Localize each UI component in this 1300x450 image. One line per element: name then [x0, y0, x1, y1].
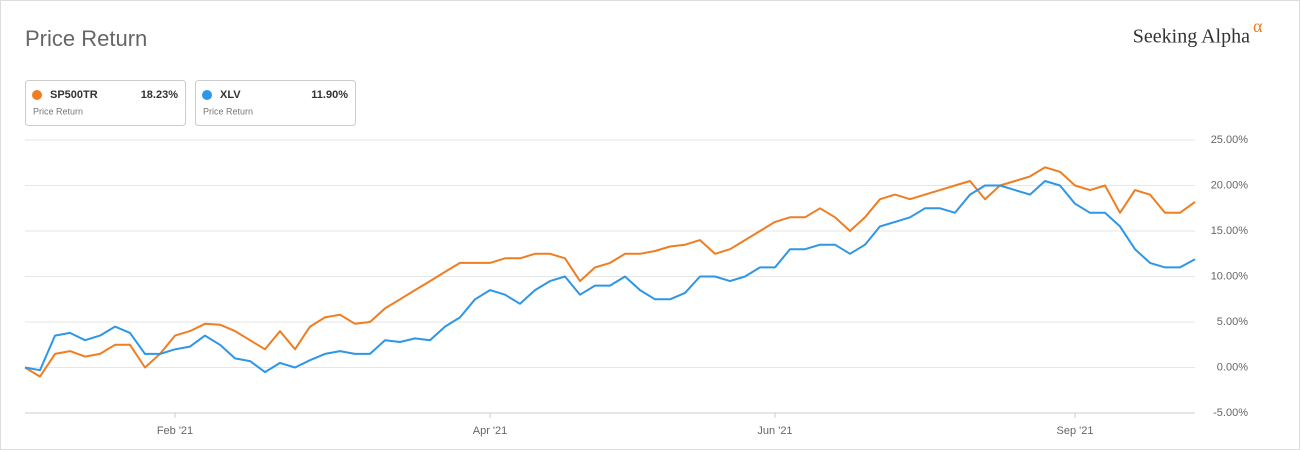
legend-box[interactable]	[195, 80, 356, 126]
legend-box[interactable]	[25, 80, 186, 126]
brand: Seeking Alpha	[1133, 26, 1250, 48]
brand-symbol: α	[1253, 16, 1263, 36]
legend-value: 11.90%	[311, 89, 348, 101]
x-tick-label: Feb '21	[157, 425, 193, 437]
y-tick-label: -5.00%	[1213, 407, 1248, 419]
y-tick-label: 10.00%	[1211, 270, 1249, 282]
chart-title: Price Return	[25, 26, 147, 51]
legend-name: XLV	[220, 89, 241, 101]
x-tick-label: Sep '21	[1057, 425, 1094, 437]
x-tick-label: Apr '21	[473, 425, 508, 437]
legend-swatch	[32, 90, 42, 100]
legend-swatch	[202, 90, 212, 100]
y-tick-label: 20.00%	[1211, 179, 1249, 191]
series-line	[24, 180, 1196, 374]
y-tick-label: 0.00%	[1217, 361, 1248, 373]
legend-value: 18.23%	[141, 89, 179, 101]
y-tick-label: 15.00%	[1211, 225, 1249, 237]
x-tick-label: Jun '21	[757, 425, 792, 437]
y-tick-label: 25.00%	[1211, 134, 1249, 146]
y-tick-label: 5.00%	[1217, 316, 1248, 328]
legend-subtitle: Price Return	[203, 106, 253, 116]
legend-name: SP500TR	[50, 89, 98, 101]
legend-subtitle: Price Return	[33, 106, 83, 116]
